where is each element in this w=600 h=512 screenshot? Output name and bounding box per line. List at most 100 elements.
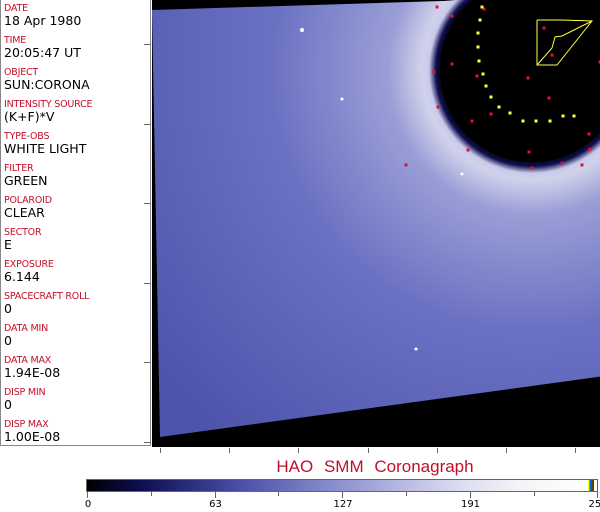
field-label: DISP MAX bbox=[4, 419, 49, 430]
grid-marker bbox=[475, 74, 479, 78]
field-value: 0 bbox=[4, 333, 12, 348]
field-label: SPACECRAFT ROLL bbox=[4, 291, 90, 302]
grid-marker bbox=[481, 72, 485, 76]
colorbar-tick bbox=[597, 492, 599, 498]
field-value: 1.94E-08 bbox=[4, 365, 61, 380]
info-field: INTENSITY SOURCE (K+F)*V bbox=[4, 99, 93, 124]
grid-marker bbox=[521, 119, 525, 123]
colorbar-tick bbox=[342, 492, 344, 498]
grid-marker bbox=[580, 163, 584, 167]
grid-marker bbox=[476, 45, 480, 49]
field-value: 20:05:47 UT bbox=[4, 45, 81, 60]
grid-marker bbox=[497, 105, 501, 109]
colorbar-tick-label: 127 bbox=[333, 499, 353, 510]
colorbar-tick bbox=[150, 492, 152, 496]
grid-marker bbox=[476, 31, 480, 35]
field-value: 0 bbox=[4, 301, 12, 316]
image-axis-tick bbox=[144, 283, 150, 284]
grid-marker bbox=[478, 18, 482, 22]
info-field: EXPOSURE 6.144 bbox=[4, 259, 54, 284]
colorbar-tick bbox=[469, 492, 471, 498]
image-axis-tick bbox=[144, 44, 150, 45]
image-axis-tick bbox=[144, 362, 150, 363]
info-field: DATE 18 Apr 1980 bbox=[4, 3, 81, 28]
image-axis-tick bbox=[144, 442, 150, 443]
colorbar-tick bbox=[406, 492, 407, 496]
grid-marker bbox=[450, 62, 454, 66]
image-axis-tick bbox=[575, 448, 576, 453]
grid-marker bbox=[548, 119, 552, 123]
grid-marker bbox=[547, 96, 551, 100]
grid-marker bbox=[489, 95, 493, 99]
grid-marker bbox=[470, 119, 474, 123]
grid-marker bbox=[560, 161, 564, 165]
field-value: 0 bbox=[4, 397, 12, 412]
grid-marker bbox=[450, 14, 454, 18]
field-label: TYPE-OBS bbox=[4, 131, 50, 142]
field-value: WHITE LIGHT bbox=[4, 141, 87, 156]
grid-marker bbox=[480, 5, 484, 9]
field-value: CLEAR bbox=[4, 205, 45, 220]
colorbar-tick bbox=[87, 492, 88, 498]
grid-marker bbox=[482, 7, 486, 11]
grid-marker bbox=[466, 148, 470, 152]
colorbar-tick bbox=[214, 492, 216, 498]
info-field: TYPE-OBS WHITE LIGHT bbox=[4, 131, 86, 156]
grid-marker bbox=[542, 26, 546, 30]
grid-marker bbox=[484, 84, 488, 88]
field-value: 18 Apr 1980 bbox=[4, 13, 82, 28]
info-field: POLAROID CLEAR bbox=[4, 195, 52, 220]
field-label: TIME bbox=[4, 35, 27, 46]
field-label: EXPOSURE bbox=[4, 259, 54, 270]
grid-marker bbox=[527, 150, 531, 154]
colorbar-tick-label: 0 bbox=[84, 499, 92, 510]
grid-marker bbox=[530, 166, 534, 170]
info-field: FILTER GREEN bbox=[4, 163, 48, 188]
field-label: DATE bbox=[4, 3, 28, 14]
field-value: 1.00E-08 bbox=[4, 429, 61, 444]
field-label: SECTOR bbox=[4, 227, 42, 238]
image-axis-tick bbox=[368, 448, 369, 453]
grid-marker bbox=[508, 111, 512, 115]
info-field: DISP MAX 1.00E-08 bbox=[4, 419, 60, 444]
info-field: SPACECRAFT ROLL 0 bbox=[4, 291, 89, 316]
grid-marker bbox=[572, 114, 576, 118]
colorbar-tick-label: 63 bbox=[209, 499, 222, 510]
info-field: DATA MIN 0 bbox=[4, 323, 48, 348]
field-label: FILTER bbox=[4, 163, 34, 174]
grid-marker bbox=[534, 119, 538, 123]
image-axis-tick bbox=[144, 124, 150, 125]
colorbar-tick bbox=[278, 492, 280, 496]
grid-marker bbox=[404, 163, 408, 167]
grid-marker bbox=[526, 76, 530, 80]
grid-marker bbox=[550, 53, 554, 57]
field-value: E bbox=[4, 237, 12, 252]
sector-outline bbox=[536, 19, 594, 66]
field-value: 6.144 bbox=[4, 269, 40, 284]
coronagraph-image bbox=[152, 0, 600, 447]
image-axis-tick bbox=[229, 448, 230, 453]
image-axis-tick bbox=[298, 448, 299, 453]
header-info-panel: DATE 18 Apr 1980 TIME 20:05:47 UT OBJECT SUN:… bbox=[0, 0, 151, 446]
image-axis-tick bbox=[144, 203, 150, 204]
field-label: DISP MIN bbox=[4, 387, 46, 398]
colorbar-tick-label: 191 bbox=[460, 499, 481, 510]
plot-title: HAO SMM Coronagraph bbox=[276, 457, 474, 476]
field-label: DATA MAX bbox=[4, 355, 52, 366]
field-label: OBJECT bbox=[4, 67, 39, 78]
field-value: SUN:CORONA bbox=[4, 77, 90, 92]
color-scale-bar bbox=[86, 479, 598, 492]
field-value: (K+F)*V bbox=[4, 109, 55, 124]
info-field: SECTOR E bbox=[4, 227, 42, 252]
field-label: INTENSITY SOURCE bbox=[4, 99, 93, 110]
colorbar-tick-label: 255 bbox=[588, 499, 600, 510]
info-field: TIME 20:05:47 UT bbox=[4, 35, 81, 60]
grid-marker bbox=[435, 5, 439, 9]
image-axis-tick bbox=[160, 448, 161, 453]
grid-marker bbox=[436, 105, 440, 109]
grid-marker bbox=[432, 70, 436, 74]
image-axis-tick bbox=[437, 448, 438, 453]
image-axis-tick bbox=[506, 448, 507, 453]
info-field: DATA MAX 1.94E-08 bbox=[4, 355, 60, 380]
field-label: POLAROID bbox=[4, 195, 52, 206]
